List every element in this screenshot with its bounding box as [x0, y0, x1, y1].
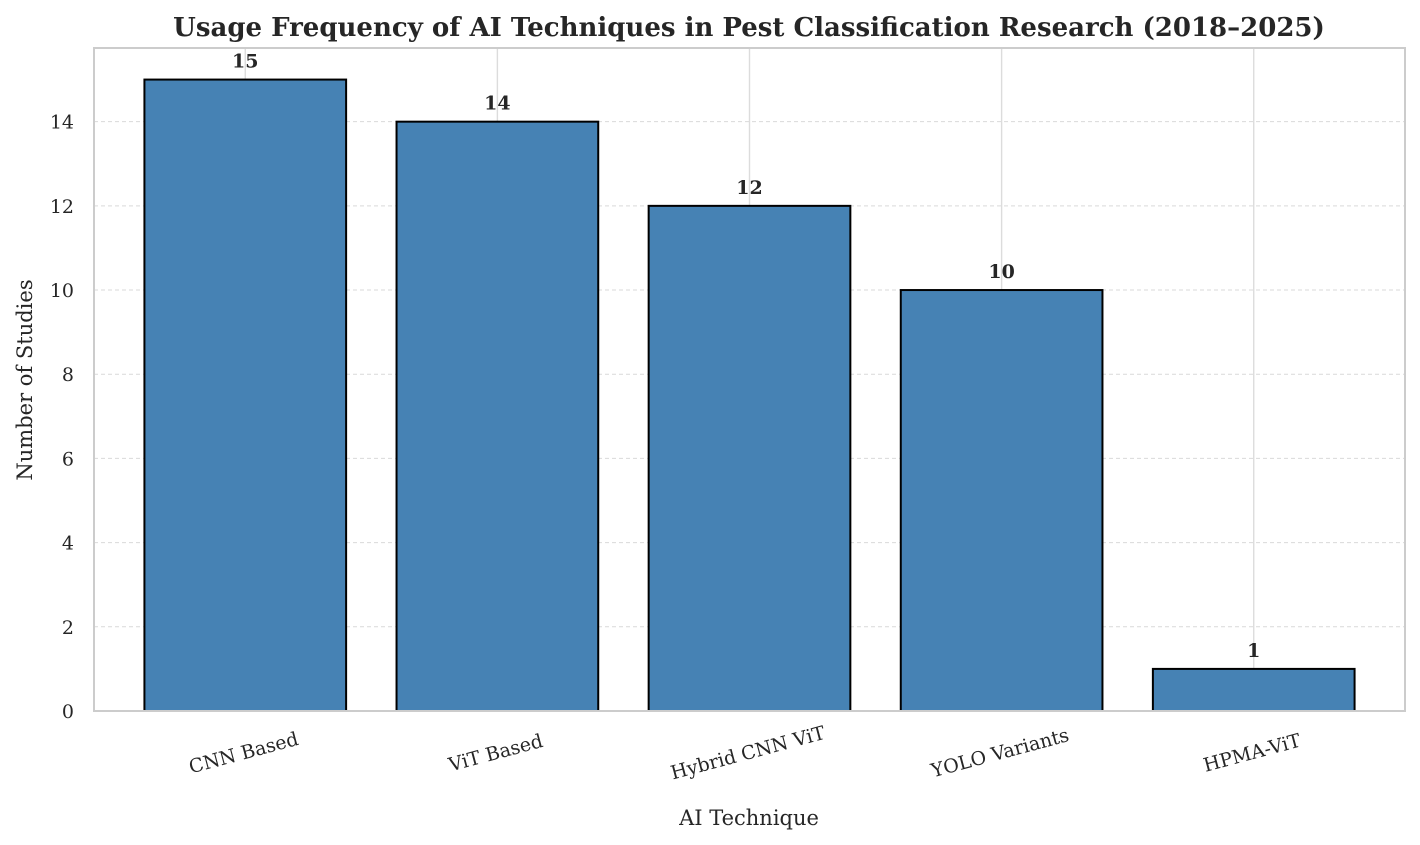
bar: [899, 289, 1104, 712]
y-tick-label: 10: [50, 280, 74, 302]
x-ticks: CNN Based ViT Based Hybrid CNN ViT YOLO Var…: [187, 722, 1304, 784]
y-tick-label: 2: [62, 617, 74, 639]
data-label: 15: [232, 51, 258, 73]
data-labels: 15 14 12 10 1: [232, 51, 1260, 662]
y-ticks: 0 2 4 6 8 10 12 14: [50, 112, 74, 723]
y-tick-label: 0: [62, 701, 74, 723]
y-tick-label: 4: [62, 533, 74, 555]
bar: [143, 78, 348, 713]
y-tick-label: 8: [62, 364, 74, 386]
x-tick-label: ViT Based: [445, 730, 545, 777]
bar: [647, 204, 852, 712]
x-axis-label: AI Technique: [678, 806, 819, 830]
x-tick-label: HPMA-ViT: [1201, 730, 1303, 777]
bar: [1151, 667, 1356, 713]
plot-frame: [93, 47, 1406, 712]
x-tick-label: CNN Based: [187, 728, 301, 778]
bars: [143, 78, 1356, 713]
y-axis-label: Number of Studies: [13, 279, 37, 480]
x-tick-label: YOLO Variants: [928, 724, 1072, 782]
y-tick-label: 12: [50, 196, 74, 218]
data-label: 1: [1247, 640, 1260, 662]
y-tick-label: 6: [62, 448, 74, 470]
chart-title: Usage Frequency of AI Techniques in Pest…: [173, 13, 1325, 43]
data-label: 10: [988, 261, 1014, 283]
data-label: 12: [736, 177, 762, 199]
bar: [395, 120, 600, 712]
x-tick-label: Hybrid CNN ViT: [668, 722, 827, 784]
y-tick-label: 14: [50, 112, 74, 134]
data-label: 14: [484, 93, 510, 115]
